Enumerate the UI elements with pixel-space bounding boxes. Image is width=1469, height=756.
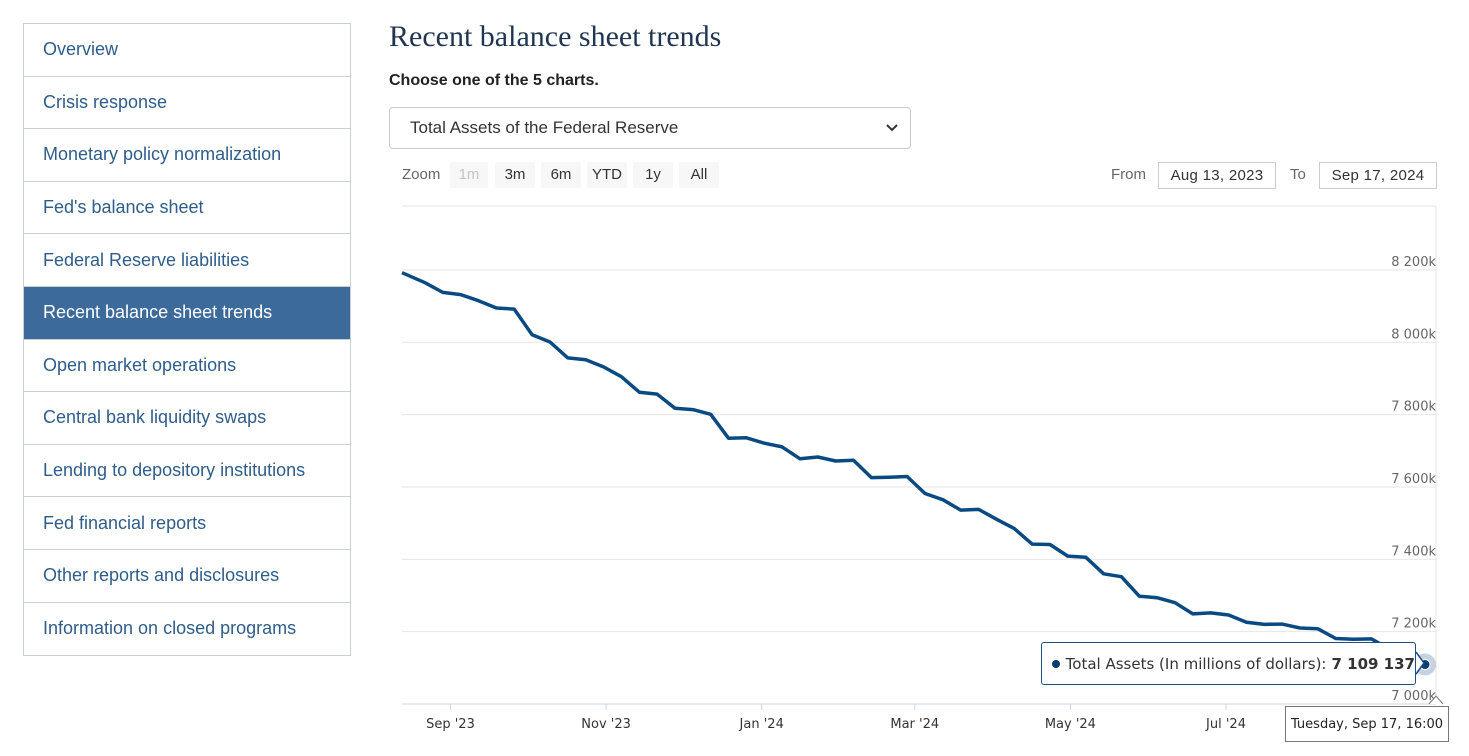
sidebar-nav: Overview Crisis response Monetary policy n… [23, 23, 351, 657]
tooltip-series-label: Total Assets (In millions of dollars): [1065, 654, 1327, 673]
chart-select-value: Total Assets of the Federal Reserve [410, 118, 679, 137]
sidebar-item-open-market-operations[interactable]: Open market operations [24, 340, 350, 393]
page-title: Recent balance sheet trends [389, 20, 722, 53]
x-tick-label: May '24 [1045, 717, 1096, 732]
sidebar-item-recent-balance-sheet-trends[interactable]: Recent balance sheet trends [24, 286, 350, 340]
zoom-1y-button[interactable]: 1y [633, 162, 673, 188]
zoom-all-button[interactable]: All [679, 162, 719, 188]
x-tick-label: Nov '23 [581, 717, 631, 732]
y-tick-label: 7 200k [1391, 617, 1436, 632]
sidebar-item-federal-reserve-liabilities[interactable]: Federal Reserve liabilities [24, 234, 350, 287]
sidebar-item-other-reports-and-disclosures[interactable]: Other reports and disclosures [24, 550, 350, 603]
y-axis-labels: 7 000k 7 200k 7 400k 7 600k 7 800k 8 000k 8 20… [1391, 255, 1436, 704]
tooltip-pointer [1415, 651, 1425, 675]
chart-tooltip: Total Assets (In millions of dollars): 7… [1041, 642, 1416, 685]
y-tick-label: 7 400k [1391, 544, 1436, 559]
zoom-6m-button[interactable]: 6m [541, 162, 581, 188]
hover-marker [1414, 651, 1444, 705]
from-label: From [1111, 166, 1146, 183]
sidebar-item-information-on-closed-programs[interactable]: Information on closed programs [43, 618, 297, 639]
chart-select-dropdown[interactable]: Total Assets of the Federal Reserve [389, 107, 911, 149]
choose-chart-label: Choose one of the 5 charts. [389, 72, 599, 89]
crosshair-date-label: Tuesday, Sep 17, 16:00 [1285, 706, 1449, 742]
zoom-1m-button[interactable]: 1m [450, 162, 488, 188]
y-tick-label: 7 000k [1391, 689, 1436, 704]
x-tick-label: Jul '24 [1205, 717, 1246, 732]
x-tick-label: Sep '23 [426, 717, 475, 732]
sidebar-item-monetary-policy-normalization[interactable]: Monetary policy normalization [24, 129, 350, 182]
x-axis-labels: Sep '23 Nov '23 Jan '24 Mar '24 May '24 Jul '… [426, 704, 1246, 732]
sidebar-item-central-bank-liquidity-swaps[interactable]: Central bank liquidity swaps [24, 392, 350, 445]
sidebar-item-lending-to-depository-institutions[interactable]: Lending to depository institutions [24, 445, 350, 498]
sidebar-item-crisis-response[interactable]: Crisis response [24, 77, 350, 130]
series-dot-icon [1052, 659, 1060, 668]
y-tick-label: 7 800k [1391, 400, 1436, 415]
chart-gridlines [402, 205, 1437, 705]
main-content: Recent balance sheet trends Choose one o… [389, 0, 1449, 756]
sidebar-item-fed-financial-reports[interactable]: Fed financial reports [24, 497, 350, 550]
date-label-pointer [1428, 695, 1444, 705]
zoom-3m-button[interactable]: 3m [495, 162, 535, 188]
series-total-assets [401, 271, 1426, 667]
y-tick-label: 7 600k [1391, 472, 1436, 487]
total-assets-chart: 7 000k 7 200k 7 400k 7 600k 7 800k 8 000k 8 20… [401, 205, 1444, 732]
to-label: To [1290, 166, 1306, 183]
y-tick-label: 8 000k [1391, 327, 1436, 342]
tooltip-value: 7 109 137 [1331, 654, 1415, 673]
sidebar-item-fed-s-balance-sheet[interactable]: Fed's balance sheet [24, 182, 350, 235]
x-tick-label: Mar '24 [890, 717, 939, 732]
zoom-ytd-button[interactable]: YTD [587, 162, 627, 188]
sidebar-item-overview[interactable]: Overview [24, 24, 350, 77]
y-tick-label: 8 200k [1391, 255, 1436, 270]
zoom-label: Zoom [402, 166, 441, 183]
chevron-down-icon [886, 124, 898, 132]
x-tick-label: Jan '24 [739, 717, 784, 732]
to-date-input[interactable]: Sep 17, 2024 [1319, 162, 1437, 189]
from-date-input[interactable]: Aug 13, 2023 [1158, 162, 1276, 189]
series-line [401, 271, 1408, 657]
